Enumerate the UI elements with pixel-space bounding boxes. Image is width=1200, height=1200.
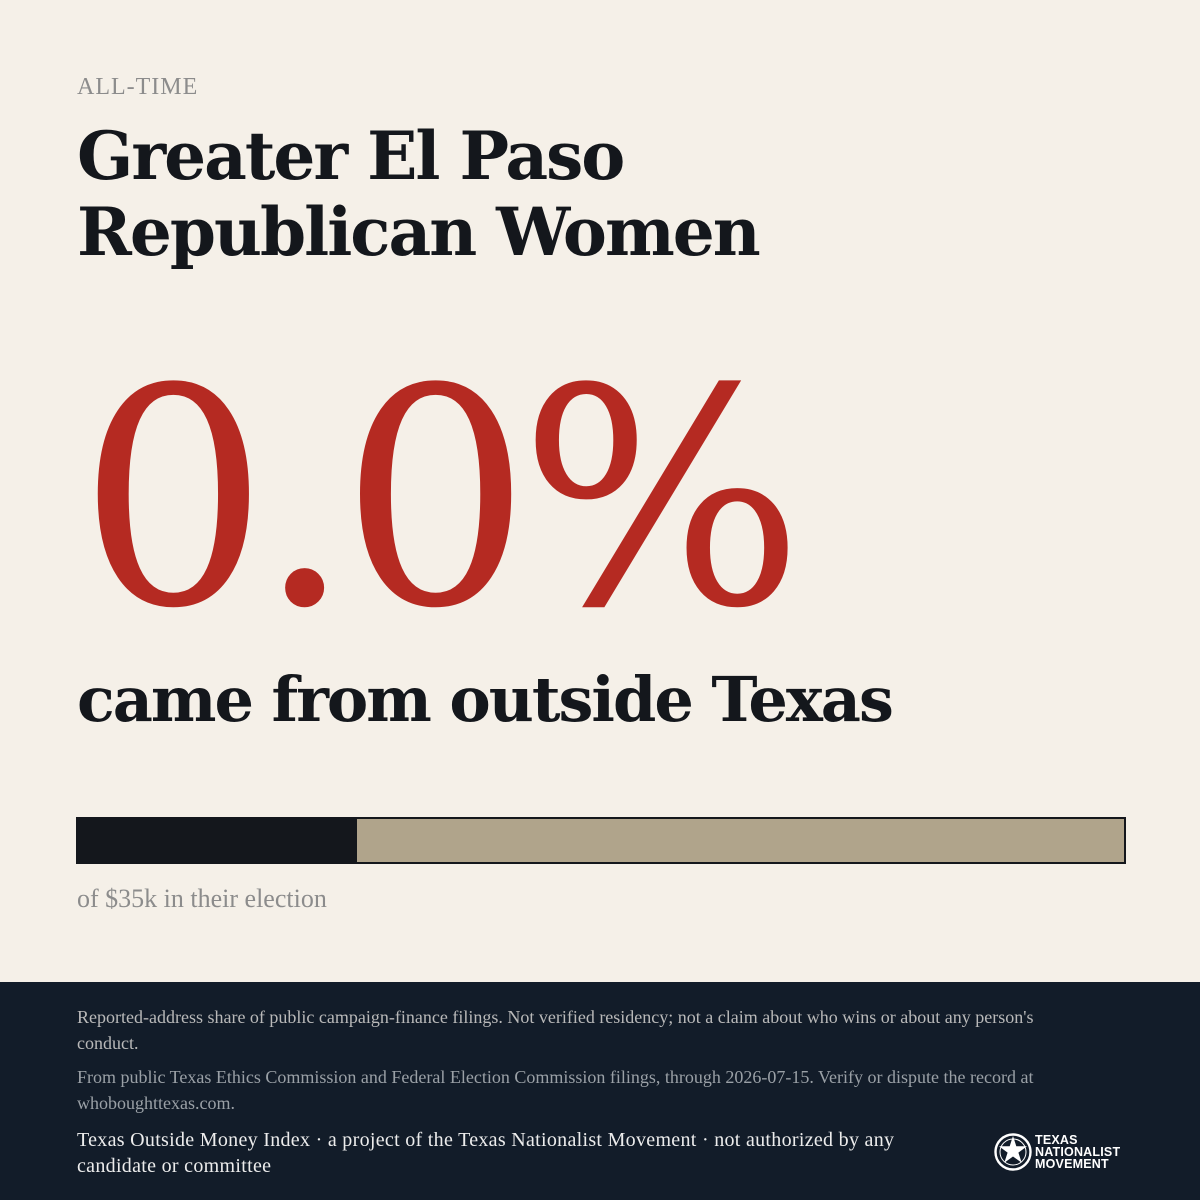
logo-line-3: MOVEMENT bbox=[1035, 1157, 1109, 1171]
logo-line-2: NATIONALIST bbox=[1035, 1145, 1121, 1159]
total-raised-caption: of $35k in their election bbox=[77, 884, 327, 913]
share-progress-fill bbox=[78, 819, 358, 862]
percentage-caption: came from outside Texas bbox=[77, 663, 894, 736]
logo-line-1: TEXAS bbox=[1035, 1133, 1078, 1147]
timeframe-kicker: ALL-TIME bbox=[77, 74, 199, 100]
organization-title: Greater El Paso Republican Women bbox=[77, 117, 761, 271]
outside-share-percentage: 0.0% bbox=[78, 325, 804, 674]
share-progress-bar bbox=[76, 817, 1126, 864]
footer: Reported-address share of public campaig… bbox=[0, 982, 1200, 1200]
tnm-logo: TEXAS NATIONALIST MOVEMENT bbox=[993, 1130, 1133, 1174]
project-credit: Texas Outside Money Index · a project of… bbox=[77, 1129, 895, 1177]
star-seal-icon bbox=[994, 1133, 1032, 1171]
logo-wordmark: TEXAS NATIONALIST MOVEMENT bbox=[1035, 1133, 1121, 1171]
data-source-note: From public Texas Ethics Commission and … bbox=[77, 1067, 1034, 1113]
methodology-disclaimer: Reported-address share of public campaig… bbox=[77, 1007, 1034, 1053]
